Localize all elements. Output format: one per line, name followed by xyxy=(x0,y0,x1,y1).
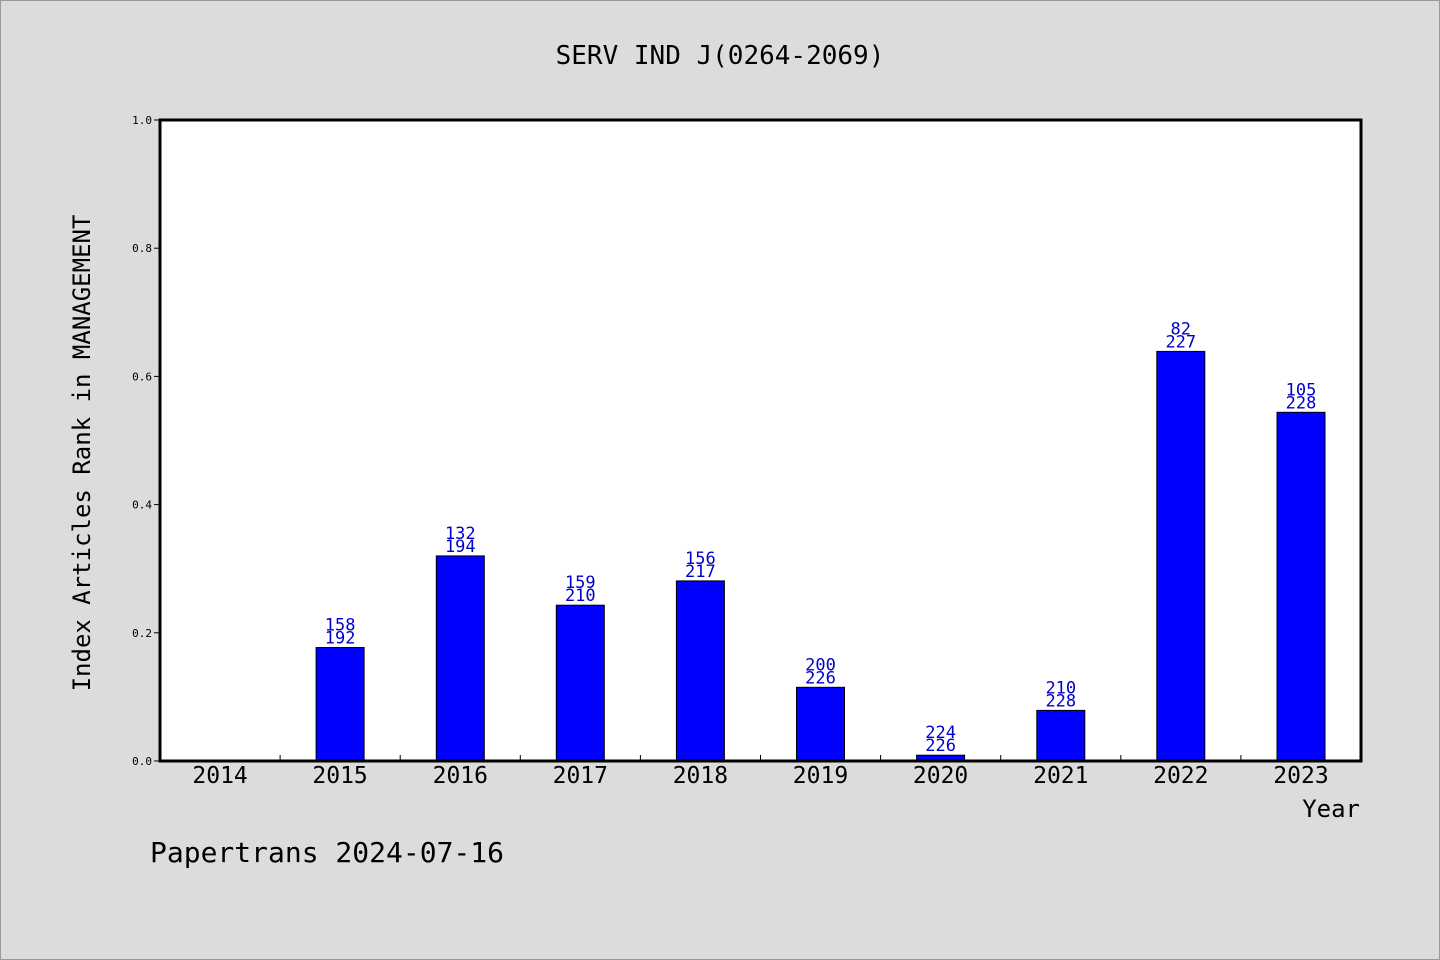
y-tick-label: 1.0 xyxy=(132,114,152,127)
bar-2015 xyxy=(315,647,365,762)
y-tick-label: 0.0 xyxy=(132,755,152,768)
chart-title: SERV IND J(0264-2069) xyxy=(556,41,885,71)
bar-label-bottom-2020: 226 xyxy=(925,736,956,756)
bars-layer xyxy=(315,350,1326,762)
bar-2018 xyxy=(675,580,725,762)
bar-label-bottom-2022: 227 xyxy=(1165,332,1196,352)
y-tick-label: 0.6 xyxy=(132,370,152,383)
bar-label-bottom-2017: 210 xyxy=(565,586,596,606)
bar-label-top-2015: 158 xyxy=(325,616,356,636)
x-tick-label-2023: 2023 xyxy=(1273,763,1328,789)
x-tick-label-2021: 2021 xyxy=(1033,763,1088,789)
x-tick-label-2015: 2015 xyxy=(312,763,367,789)
y-axis-label: Index Articles Rank in MANAGEMENT xyxy=(68,215,96,692)
x-tick-label-2014: 2014 xyxy=(192,763,247,789)
bar-labels-layer: 1581921321941592101562172002262242262102… xyxy=(325,319,1317,756)
bar-label-top-2019: 200 xyxy=(805,655,836,675)
y-tick-label: 0.8 xyxy=(132,242,152,255)
y-axis: 0.0 0.2 0.4 0.6 0.8 1.0 xyxy=(132,114,160,768)
bar-label-bottom-2023: 228 xyxy=(1286,393,1317,413)
x-axis-label: Year xyxy=(1302,795,1360,823)
plot-frame xyxy=(158,118,1363,763)
bar-label-bottom-2018: 217 xyxy=(685,562,716,582)
bar-label-top-2023: 105 xyxy=(1286,380,1317,400)
x-tick-label-2019: 2019 xyxy=(793,763,848,789)
bar-2022 xyxy=(1156,350,1206,762)
x-tick-label-2016: 2016 xyxy=(433,763,488,789)
x-axis: 2014 2015 2016 2017 2018 2019 2020 2021 2022 2023 xyxy=(192,755,1329,789)
bar-label-bottom-2019: 226 xyxy=(805,668,836,688)
bar-2023 xyxy=(1276,411,1326,762)
bar-label-top-2022: 82 xyxy=(1171,319,1191,339)
bar-label-bottom-2021: 228 xyxy=(1045,691,1076,711)
bar-label-top-2018: 156 xyxy=(685,549,716,569)
bar-2017 xyxy=(555,604,605,762)
bar-2021 xyxy=(1036,709,1086,762)
x-tick-label-2020: 2020 xyxy=(913,763,968,789)
x-tick-label-2017: 2017 xyxy=(553,763,608,789)
y-tick-label: 0.2 xyxy=(132,627,152,640)
bar-label-bottom-2015: 192 xyxy=(325,629,356,649)
bar-label-bottom-2016: 194 xyxy=(445,537,476,557)
x-tick-label-2018: 2018 xyxy=(673,763,728,789)
bar-label-top-2016: 132 xyxy=(445,524,476,544)
bar-2016 xyxy=(435,555,485,762)
x-tick-label-2022: 2022 xyxy=(1153,763,1208,789)
bar-label-top-2020: 224 xyxy=(925,723,956,743)
bar-2019 xyxy=(796,686,845,762)
bar-label-top-2021: 210 xyxy=(1045,678,1076,698)
bar-label-top-2017: 159 xyxy=(565,573,596,593)
y-tick-label: 0.4 xyxy=(132,499,152,512)
footer-credit: Papertrans 2024-07-16 xyxy=(150,836,504,869)
